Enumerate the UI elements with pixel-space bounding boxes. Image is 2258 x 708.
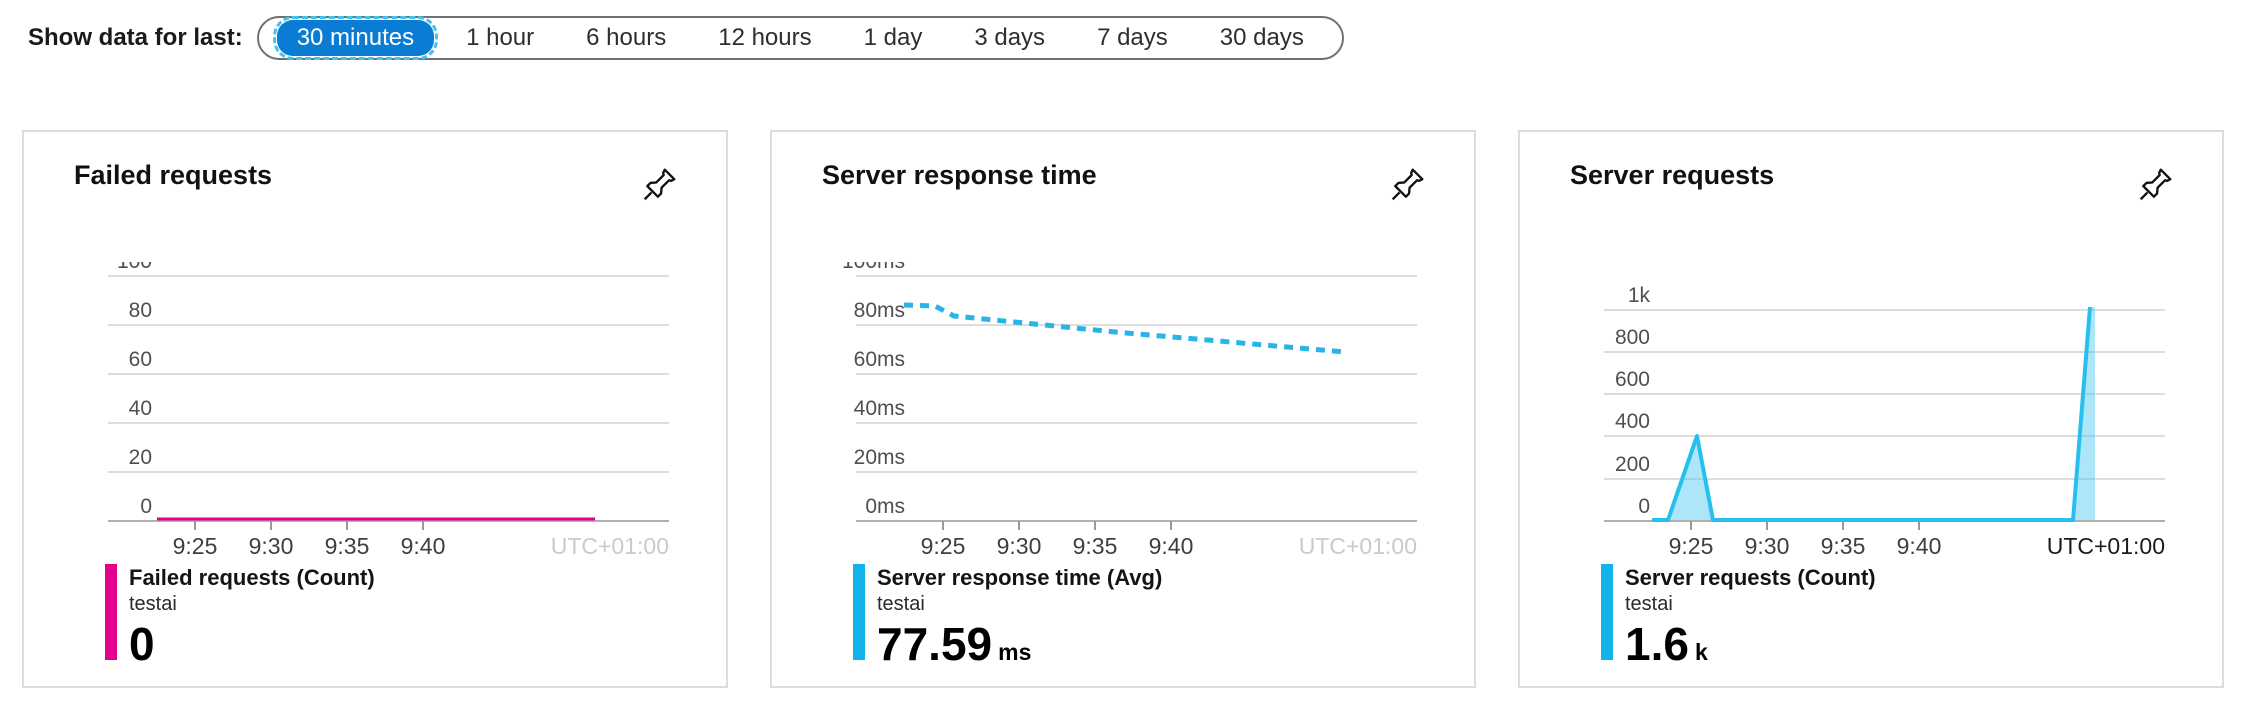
legend[interactable]: Server requests (Count) testai 1.6 k: [1601, 564, 1876, 668]
time-range-option-7-days[interactable]: 7 days: [1097, 24, 1168, 51]
y-tick-label: 80ms: [854, 299, 905, 322]
y-tick-label: 600: [1615, 368, 1650, 391]
card-title: Server response time: [822, 160, 1097, 190]
x-tick-label: 9:40: [401, 533, 446, 559]
y-tick-label: 0: [1638, 495, 1650, 518]
timezone-label: UTC+01:00: [1299, 533, 1417, 559]
x-tick-label: 9:35: [325, 533, 370, 559]
y-tick-label: 60: [129, 348, 152, 371]
card-title: Server requests: [1570, 160, 1775, 190]
card-title: Failed requests: [74, 160, 273, 190]
y-tick-label: 100ms: [842, 262, 905, 273]
legend-series-name: Server requests (Count): [1625, 565, 1876, 590]
legend-color-bar: [1601, 564, 1613, 660]
x-tick-label: 9:25: [921, 533, 966, 559]
y-tick-label: 200: [1615, 453, 1650, 476]
time-range-option-3-days[interactable]: 3 days: [974, 24, 1046, 51]
legend-value: 1.6: [1625, 618, 1689, 670]
x-tick-label: 9:30: [997, 533, 1042, 559]
y-tick-label: 60ms: [854, 348, 905, 371]
legend-value: 0: [129, 618, 155, 670]
legend-resource-name: testai: [877, 593, 925, 615]
y-tick-label: 20ms: [854, 446, 905, 469]
legend-unit: ms: [998, 639, 1032, 665]
y-tick-label: 80: [129, 299, 152, 322]
legend[interactable]: Failed requests (Count) testai 0: [105, 564, 375, 668]
legend-value: 77.59: [877, 618, 993, 670]
y-tick-label: 800: [1615, 326, 1650, 349]
timezone-label: UTC+01:00: [2047, 533, 2165, 559]
server-requests-chart: 1k 800 600 400 200 0 9:25 9:30 9:35 9:40…: [1604, 284, 2165, 559]
server-requests-card[interactable]: Server requests 1k 800 600 400 200 0 9:2…: [1518, 130, 2224, 688]
time-range-option-30-minutes[interactable]: 30 minutes: [272, 16, 439, 60]
failed-requests-card[interactable]: Failed requests 100 80 60 40 20 0 9:25 9…: [22, 130, 728, 688]
time-range-option-30-days[interactable]: 30 days: [1219, 24, 1304, 51]
x-tick-label: 9:35: [1821, 533, 1866, 559]
time-range-group: 30 minutes 1 hour 6 hours 12 hours 1 day…: [256, 16, 1344, 60]
time-range-toolbar: Show data for last: 30 minutes 1 hour 6 …: [28, 16, 1344, 60]
time-range-selected-pill[interactable]: 30 minutes: [276, 20, 435, 56]
server-requests-series-line: [1652, 306, 2092, 522]
x-tick-label: 9:25: [1669, 533, 1714, 559]
legend-resource-name: testai: [129, 593, 177, 615]
pin-icon[interactable]: [2138, 166, 2174, 202]
y-tick-label: 100: [117, 262, 152, 273]
time-range-option-12-hours[interactable]: 12 hours: [718, 24, 812, 51]
pin-icon[interactable]: [1390, 166, 1426, 202]
server-requests-series-fill: [1652, 307, 2095, 520]
y-tick-label: 0: [140, 495, 152, 518]
time-range-option-6-hours[interactable]: 6 hours: [586, 24, 667, 51]
legend-resource-name: testai: [1625, 593, 1673, 615]
y-tick-label: 40ms: [854, 397, 905, 420]
failed-requests-chart: 100 80 60 40 20 0 9:25 9:30 9:35 9:40 UT…: [108, 262, 669, 559]
timezone-label: UTC+01:00: [551, 533, 669, 559]
x-tick-label: 9:25: [173, 533, 218, 559]
legend-series-name: Server response time (Avg): [877, 565, 1163, 590]
server-response-time-chart: 100ms 80ms 60ms 40ms 20ms 0ms 9:25 9:30 …: [842, 262, 1417, 559]
x-tick-label: 9:30: [249, 533, 294, 559]
x-tick-label: 9:30: [1745, 533, 1790, 559]
server-response-time-series-line: [903, 302, 1346, 355]
y-tick-label: 1k: [1628, 284, 1651, 307]
legend-unit: k: [1694, 639, 1708, 665]
y-tick-label: 20: [129, 446, 152, 469]
server-response-time-card[interactable]: Server response time 100ms 80ms 60ms 40m…: [770, 130, 1476, 688]
time-range-label: Show data for last:: [28, 24, 243, 51]
y-tick-label: 40: [129, 397, 152, 420]
time-range-option-1-hour[interactable]: 1 hour: [466, 24, 535, 51]
x-tick-label: 9:40: [1897, 533, 1942, 559]
x-tick-label: 9:40: [1149, 533, 1194, 559]
time-range-option-1-day[interactable]: 1 day: [863, 24, 923, 51]
y-tick-label: 400: [1615, 410, 1650, 433]
x-tick-label: 9:35: [1073, 533, 1118, 559]
pin-icon[interactable]: [642, 166, 678, 202]
y-tick-label: 0ms: [865, 495, 905, 518]
legend-series-name: Failed requests (Count): [129, 565, 375, 590]
legend-color-bar: [105, 564, 117, 660]
legend[interactable]: Server response time (Avg) testai 77.59 …: [853, 564, 1162, 668]
legend-color-bar: [853, 564, 865, 660]
